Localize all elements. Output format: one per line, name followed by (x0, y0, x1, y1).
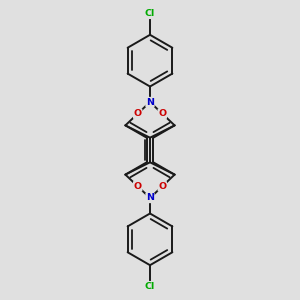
Text: N: N (146, 194, 154, 202)
Text: O: O (158, 182, 166, 191)
Text: O: O (134, 109, 142, 118)
Text: Cl: Cl (145, 9, 155, 18)
Text: N: N (146, 98, 154, 106)
Text: Cl: Cl (145, 282, 155, 291)
Text: O: O (158, 109, 166, 118)
Text: O: O (134, 182, 142, 191)
